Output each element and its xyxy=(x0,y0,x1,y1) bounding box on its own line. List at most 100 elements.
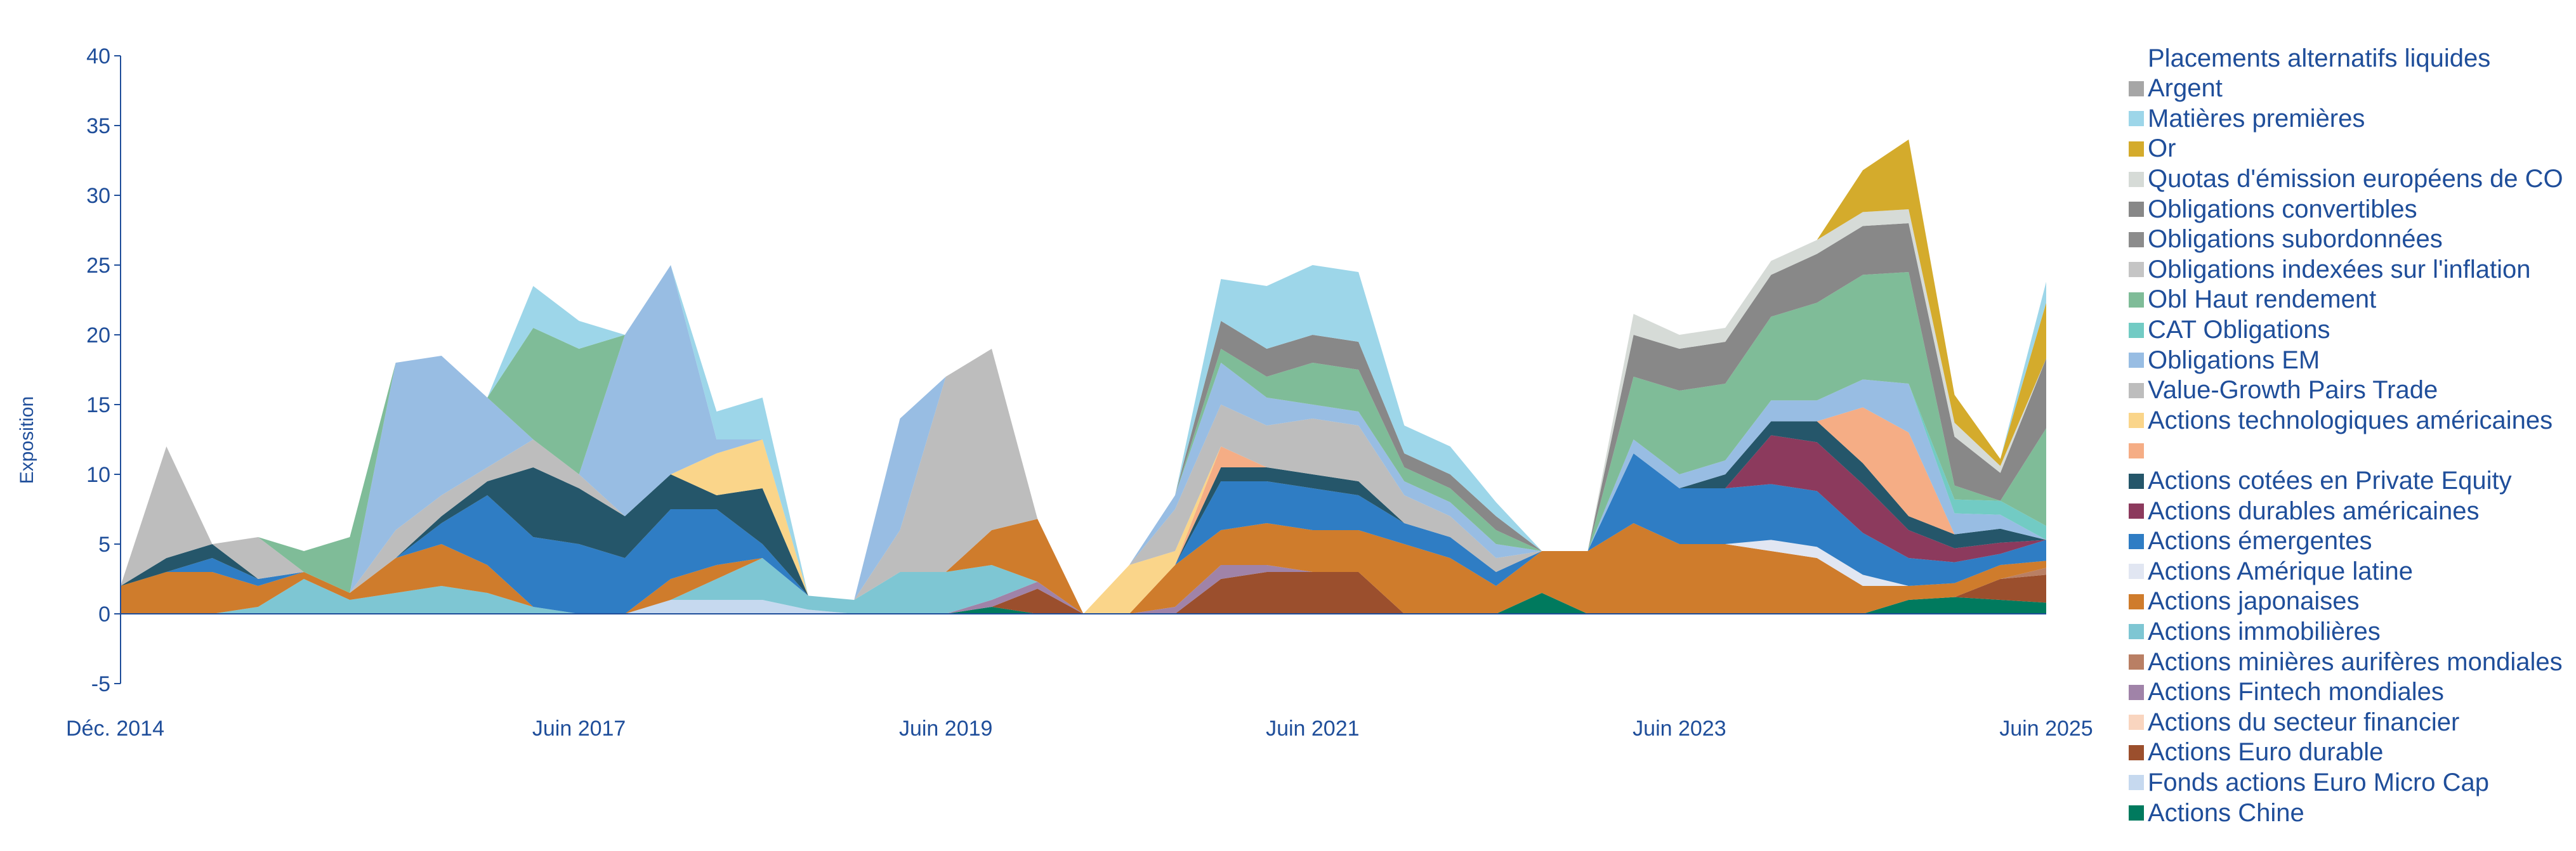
legend-item: Actions minières aurifères mondiales xyxy=(2129,647,2576,677)
legend-items: Argent Matières premières Or Quotas d'émiss… xyxy=(2129,74,2576,828)
legend-swatch xyxy=(2129,503,2144,519)
legend-swatch xyxy=(2129,262,2144,278)
y-tick-label: 0 xyxy=(98,602,110,627)
legend-label: Actions durables américaines xyxy=(2148,497,2480,525)
y-tick-label: 30 xyxy=(86,184,110,208)
legend-item: Fonds actions Euro Micro Cap xyxy=(2129,768,2576,798)
legend-item: Actions japonaises xyxy=(2129,587,2576,617)
legend-item: Actions cotées en Private Equity xyxy=(2129,466,2576,497)
legend-item: CAT Obligations xyxy=(2129,315,2576,346)
area-series-10 xyxy=(121,453,2046,614)
legend: Placements alternatifs liquides Argent Ma… xyxy=(2129,43,2576,828)
legend-swatch xyxy=(2129,775,2144,791)
y-tick-label: 40 xyxy=(86,44,110,68)
legend-item: Actions Fintech mondiales xyxy=(2129,677,2576,708)
legend-item: Actions Amérique latine xyxy=(2129,557,2576,587)
legend-item: Obligations indexées sur l'inflation xyxy=(2129,255,2576,285)
legend-item: Value-Growth Pairs Trade xyxy=(2129,375,2576,406)
y-tick-label: 10 xyxy=(86,463,110,487)
area-series-23 xyxy=(121,140,2046,614)
legend-label: Actions émergentes xyxy=(2148,527,2372,555)
x-tick-label: Juin 2023 xyxy=(1633,717,1726,741)
legend-label: Obligations indexées sur l'inflation xyxy=(2148,255,2531,283)
legend-label: Actions japonaises xyxy=(2148,587,2360,616)
legend-swatch xyxy=(2129,353,2144,368)
legend-label: Actions Euro durable xyxy=(2148,738,2384,767)
legend-label: Actions immobilières xyxy=(2148,617,2381,646)
legend-item: Matières premières xyxy=(2129,104,2576,134)
legend-item: Or xyxy=(2129,134,2576,164)
x-tick-label: Juin 2025 xyxy=(1999,717,2093,741)
legend-swatch xyxy=(2129,141,2144,157)
legend-swatch xyxy=(2129,805,2144,821)
legend-label: Value-Growth Pairs Trade xyxy=(2148,376,2438,405)
y-tick-label: 35 xyxy=(86,114,110,138)
legend-label: Fonds actions Euro Micro Cap xyxy=(2148,768,2490,796)
y-axis-ticks: -5 0 5 10 15 20 25 30 35 40 xyxy=(86,44,121,696)
y-tick-label: 20 xyxy=(86,323,110,348)
legend-label: Actions minières aurifères mondiales xyxy=(2148,647,2563,676)
legend-swatch xyxy=(2129,382,2144,398)
legend-item: Obligations EM xyxy=(2129,345,2576,375)
y-tick-label: 15 xyxy=(86,393,110,417)
legend-label: Actions cotées en Private Equity xyxy=(2148,467,2512,495)
legend-item: Actions du secteur financier xyxy=(2129,707,2576,737)
x-axis-ticks: Déc. 2014 Juin 2017 Juin 2019 Juin 2021 Juin… xyxy=(66,717,2093,741)
legend-swatch xyxy=(2129,473,2144,489)
legend-label: Obl Haut rendement xyxy=(2148,285,2377,314)
legend-item: Obl Haut rendement xyxy=(2129,285,2576,315)
y-tick-label: 5 xyxy=(98,533,110,557)
legend-swatch xyxy=(2129,81,2144,96)
legend-item xyxy=(2129,436,2576,466)
legend-item: Actions émergentes xyxy=(2129,526,2576,557)
x-tick-label: Juin 2019 xyxy=(899,717,992,741)
legend-label: Obligations convertibles xyxy=(2148,195,2417,223)
x-tick-label: Déc. 2014 xyxy=(66,717,164,741)
legend-label: Actions Fintech mondiales xyxy=(2148,678,2444,706)
legend-label: Actions technologiques américaines xyxy=(2148,406,2553,434)
legend-label: CAT Obligations xyxy=(2148,316,2330,344)
legend-item: Argent xyxy=(2129,74,2576,104)
legend-swatch xyxy=(2129,715,2144,731)
area-series-8 xyxy=(121,519,2046,614)
legend-swatch xyxy=(2129,744,2144,760)
legend-label: Matières premières xyxy=(2148,104,2365,133)
legend-label: Argent xyxy=(2148,74,2223,103)
area-series-21 xyxy=(121,223,2046,614)
area-series-16 xyxy=(121,265,2046,614)
legend-label: Obligations subordonnées xyxy=(2148,225,2443,254)
legend-label: Obligations EM xyxy=(2148,346,2320,374)
y-tick-label: -5 xyxy=(91,672,110,696)
legend-label: Actions Chine xyxy=(2148,798,2304,827)
legend-swatch xyxy=(2129,202,2144,218)
legend-swatch xyxy=(2129,684,2144,700)
legend-swatch xyxy=(2129,564,2144,580)
area-series-7 xyxy=(121,558,2046,614)
legend-item: Quotas d'émission européens de CO xyxy=(2129,164,2576,195)
legend-label: Actions du secteur financier xyxy=(2148,708,2460,736)
legend-label: Actions Amérique latine xyxy=(2148,557,2414,585)
area-series-18 xyxy=(121,265,2046,614)
legend-swatch xyxy=(2129,322,2144,338)
legend-swatch xyxy=(2129,533,2144,549)
legend-item: Actions immobilières xyxy=(2129,617,2576,647)
legend-item: Actions Euro durable xyxy=(2129,737,2576,768)
legend-item: Actions technologiques américaines xyxy=(2129,406,2576,436)
x-tick-label: Juin 2021 xyxy=(1266,717,1359,741)
legend-item: Actions durables américaines xyxy=(2129,496,2576,526)
legend-swatch xyxy=(2129,443,2144,458)
y-tick-label: 25 xyxy=(86,254,110,278)
area-series-group xyxy=(121,140,2046,614)
legend-label: Or xyxy=(2148,134,2176,163)
legend-swatch xyxy=(2129,594,2144,609)
legend-swatch xyxy=(2129,624,2144,640)
area-series-1 xyxy=(121,593,2046,614)
legend-swatch xyxy=(2129,111,2144,127)
x-tick-label: Juin 2017 xyxy=(532,717,626,741)
legend-item: Obligations convertibles xyxy=(2129,194,2576,224)
legend-swatch xyxy=(2129,292,2144,308)
area-series-13 xyxy=(121,407,2046,614)
legend-swatch xyxy=(2129,171,2144,187)
legend-swatch xyxy=(2129,231,2144,247)
